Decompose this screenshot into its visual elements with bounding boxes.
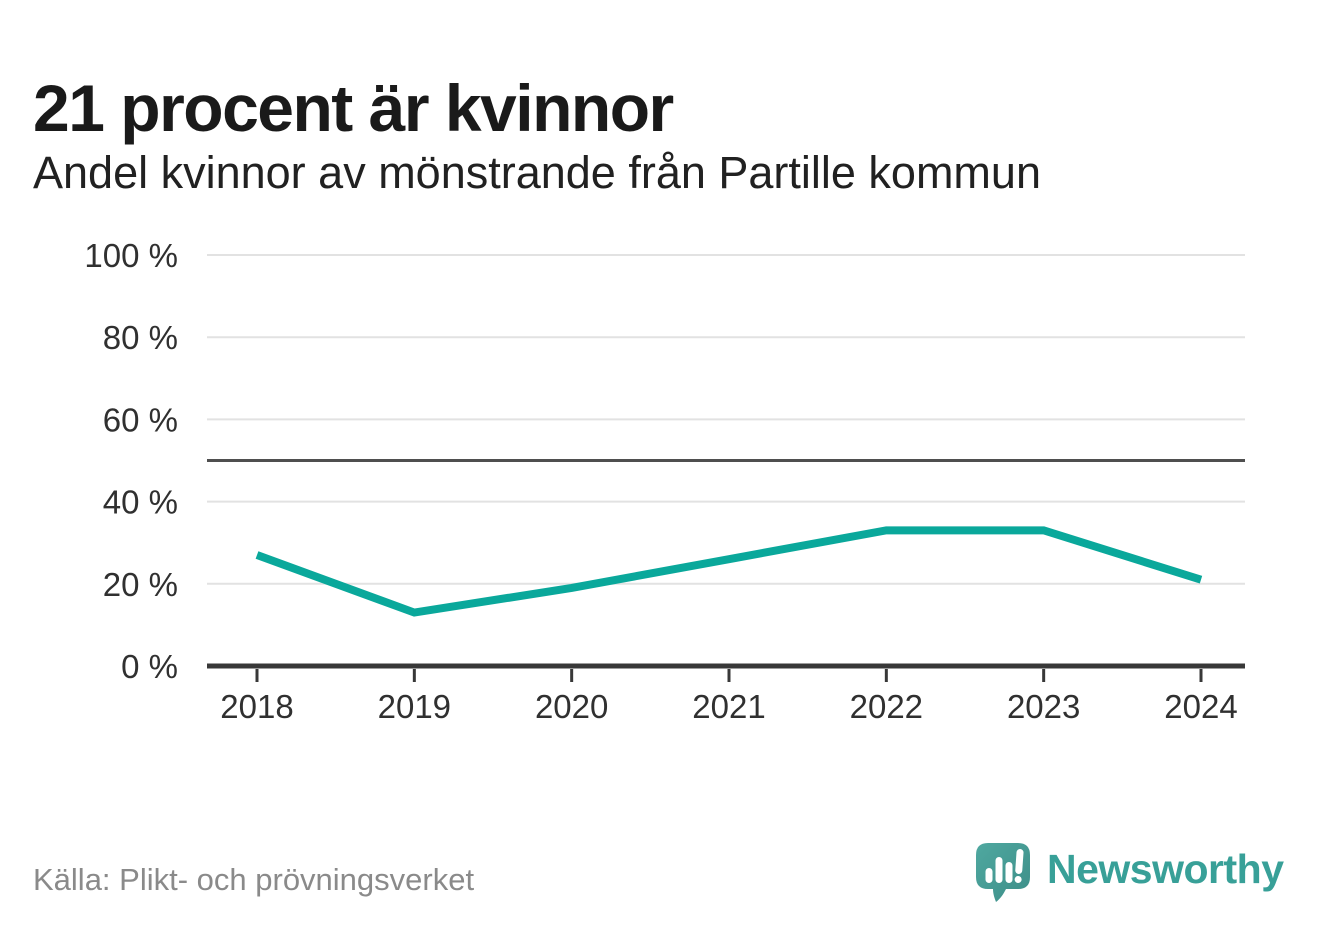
x-tick-label: 2024 xyxy=(1164,688,1237,725)
x-tick-label: 2023 xyxy=(1007,688,1080,725)
newsworthy-logo: Newsworthy xyxy=(976,843,1284,903)
y-tick-label: 0 % xyxy=(121,648,178,685)
x-tick-label: 2021 xyxy=(692,688,765,725)
y-tick-label: 60 % xyxy=(103,401,178,438)
x-tick-label: 2018 xyxy=(220,688,293,725)
x-tick-label: 2020 xyxy=(535,688,608,725)
chart-subtitle: Andel kvinnor av mönstrande från Partill… xyxy=(33,147,1041,198)
chart-canvas: 0 % 20 % 40 % 60 % 80 % 100 % 2018 2019 2020 2021… xyxy=(84,237,1245,725)
y-tick-label: 100 % xyxy=(84,237,178,274)
data-line xyxy=(255,526,1203,617)
x-tick-label: 2022 xyxy=(850,688,923,725)
chart-title: 21 procent är kvinnor xyxy=(33,71,674,146)
newsworthy-wordmark: Newsworthy xyxy=(1047,845,1284,892)
source-note: Källa: Plikt- och prövningsverket xyxy=(33,862,475,897)
y-tick-label: 80 % xyxy=(103,319,178,356)
exclamation-glyph xyxy=(1014,849,1024,883)
bar-chart-glyph xyxy=(985,857,1013,883)
newsworthy-logo-icon xyxy=(976,843,1030,902)
y-tick-label: 40 % xyxy=(103,484,178,521)
y-tick-label: 20 % xyxy=(103,566,178,603)
x-tick-label: 2019 xyxy=(378,688,451,725)
